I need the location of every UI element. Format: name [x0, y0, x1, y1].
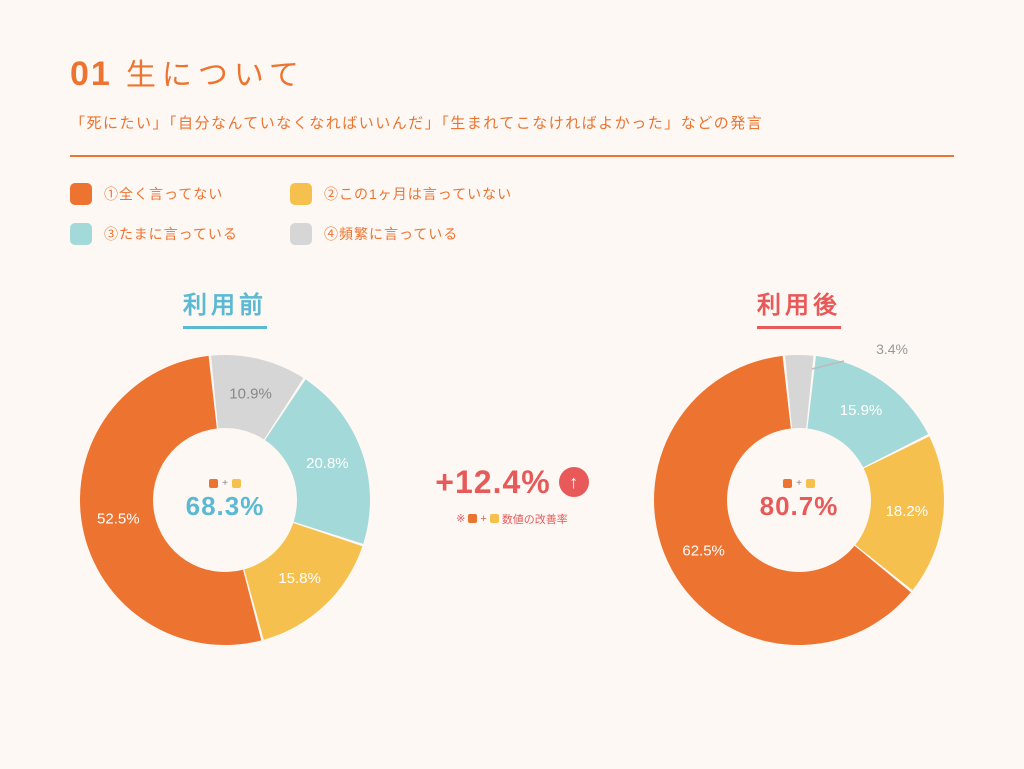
legend: ①全く言ってない ②この1ヶ月は言っていない ③たまに言っている ④頻繁に言っている: [70, 183, 954, 245]
delta-row: +12.4% ↑: [435, 464, 588, 501]
legend-item: ③たまに言っている: [70, 223, 270, 245]
center-dots: +: [783, 478, 815, 489]
chart-before: 利用前 10.9%20.8%15.8%52.5% + 68.3%: [80, 285, 370, 645]
center-pct-after: 80.7%: [760, 491, 839, 522]
plus-icon: +: [796, 478, 802, 489]
chart-label-after: 利用後: [757, 285, 841, 329]
legend-swatch: [70, 223, 92, 245]
note-suffix: 数値の改善率: [502, 511, 568, 527]
chart-label-before: 利用前: [183, 285, 267, 329]
legend-label: ④頻繁に言っている: [324, 224, 458, 244]
plus-icon: +: [480, 513, 486, 525]
arrow-up-icon: ↑: [559, 467, 589, 497]
title-row: 01 生について: [70, 50, 954, 94]
legend-swatch: [290, 223, 312, 245]
external-label-after: 3.4%: [876, 341, 908, 357]
legend-item: ①全く言ってない: [70, 183, 270, 205]
delta-note: ※ + 数値の改善率: [456, 511, 568, 527]
legend-label: ②この1ヶ月は言っていない: [324, 184, 512, 204]
center-pct-before: 68.3%: [186, 491, 265, 522]
divider: [70, 155, 954, 157]
center-dot-1: [783, 479, 792, 488]
donut-after-wrap: 15.9%18.2%62.5% + 80.7% 3.4%: [654, 355, 944, 645]
delta-block: +12.4% ↑ ※ + 数値の改善率: [435, 404, 588, 527]
title-text: 生について: [126, 50, 305, 94]
legend-swatch: [290, 183, 312, 205]
legend-swatch: [70, 183, 92, 205]
center-dots: +: [209, 478, 241, 489]
legend-item: ④頻繁に言っている: [290, 223, 550, 245]
center-dot-2: [806, 479, 815, 488]
donut-before-wrap: 10.9%20.8%15.8%52.5% + 68.3%: [80, 355, 370, 645]
plus-icon: +: [222, 478, 228, 489]
title-number: 01: [70, 55, 112, 94]
legend-item: ②この1ヶ月は言っていない: [290, 183, 550, 205]
center-dot-1: [209, 479, 218, 488]
delta-value: +12.4%: [435, 464, 550, 501]
note-dot-1: [468, 514, 477, 523]
legend-label: ③たまに言っている: [104, 224, 238, 244]
note-prefix: ※: [456, 512, 465, 525]
subtitle: 「死にたい」「自分なんていなくなればいいんだ」「生まれてこなければよかった」など…: [70, 112, 954, 133]
legend-label: ①全く言ってない: [104, 184, 223, 204]
note-dot-2: [490, 514, 499, 523]
donut-before-center: + 68.3%: [80, 355, 370, 645]
chart-after: 利用後 15.9%18.2%62.5% + 80.7% 3.4%: [654, 285, 944, 645]
charts-row: 利用前 10.9%20.8%15.8%52.5% + 68.3% +12.4% …: [70, 285, 954, 645]
center-dot-2: [232, 479, 241, 488]
donut-after-center: + 80.7%: [654, 355, 944, 645]
